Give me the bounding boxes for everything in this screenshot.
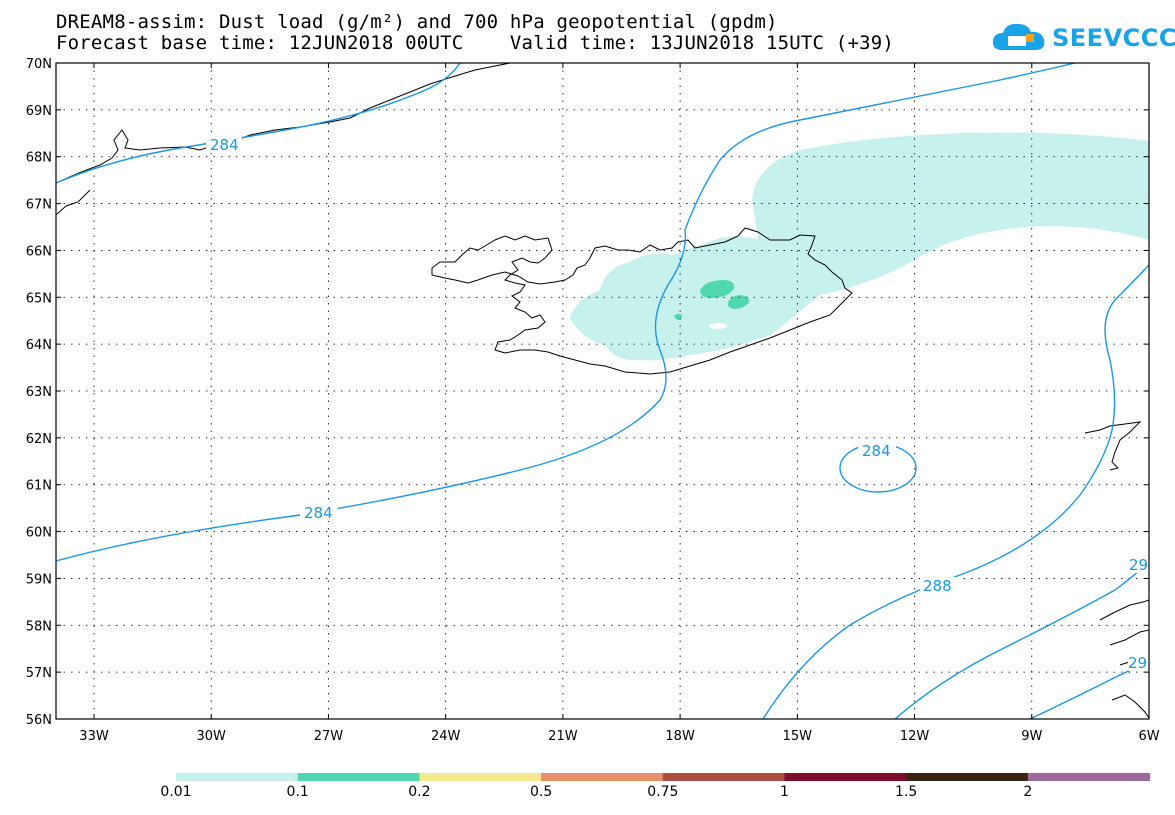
colorbar-swatch <box>906 773 1029 781</box>
lon-label: 18W <box>665 729 695 744</box>
colorbar-swatch <box>541 773 664 781</box>
lon-label: 24W <box>431 729 461 744</box>
contour-label-284-main: 284 <box>304 504 333 522</box>
lon-label: 33W <box>79 729 109 744</box>
map-title-line2: Forecast base time: 12JUN2018 00UTC Vali… <box>56 32 895 54</box>
lon-label: 21W <box>548 729 578 744</box>
colorbar-swatch <box>297 773 420 781</box>
colorbar-label: 0.5 <box>529 784 553 800</box>
lon-label: 9W <box>1021 729 1042 744</box>
colorbar-swatch <box>176 773 299 781</box>
contour-284-main <box>56 63 1076 562</box>
lat-label: 60N <box>26 526 52 541</box>
colorbar-swatch <box>1027 773 1151 781</box>
dust-plume-east <box>752 132 1149 295</box>
lon-label: 6W <box>1138 729 1159 744</box>
colorbar-label: 0.01 <box>160 784 192 800</box>
logo-text: SEEVCCC <box>1052 24 1175 52</box>
cloud-icon <box>992 23 1045 50</box>
contour-label-288: 288 <box>923 577 952 595</box>
lon-label: 15W <box>783 729 813 744</box>
lat-label: 61N <box>26 479 52 494</box>
contour-284-north <box>56 63 461 184</box>
contour-label-284-north: 284 <box>210 136 239 154</box>
colorbar-label: 1 <box>780 784 789 800</box>
contour-label-284-closed: 284 <box>862 442 891 460</box>
colorbar-swatch <box>784 773 907 781</box>
colorbar-label: 0.1 <box>286 784 309 800</box>
iceland-coast <box>431 227 853 375</box>
lat-label: 70N <box>26 57 52 72</box>
dust-medium-patch-2 <box>727 295 750 309</box>
colorbar-swatch <box>662 773 785 781</box>
contour-label-292: 29 <box>1129 556 1148 574</box>
lat-label: 57N <box>26 666 52 681</box>
seevccc-logo: SEEVCCC <box>990 18 1175 58</box>
greenland-coast <box>56 63 511 184</box>
lat-label: 69N <box>26 104 52 119</box>
dust-region-iceland <box>570 236 820 361</box>
lat-label: 64N <box>26 338 52 353</box>
lat-label: 59N <box>26 572 52 587</box>
lat-label: 62N <box>26 432 52 447</box>
contour-label-296: 29 <box>1128 654 1147 672</box>
colorbar <box>176 773 1151 781</box>
lat-label: 63N <box>26 385 52 400</box>
colorbar-label: 2 <box>1023 784 1033 800</box>
lon-label: 27W <box>314 729 344 744</box>
contour-288 <box>762 264 1149 719</box>
lat-label: 68N <box>26 151 52 166</box>
map-title-line1: DREAM8-assim: Dust load (g/m²) and 700 h… <box>56 11 778 33</box>
dust-medium-patch-1 <box>700 280 735 298</box>
faroe-coast <box>1084 421 1142 471</box>
colorbar-label: 1.5 <box>895 784 918 800</box>
scotland-coast <box>1099 599 1149 719</box>
lat-label: 65N <box>26 291 52 306</box>
lat-label: 58N <box>26 619 52 634</box>
lat-label: 66N <box>26 244 52 259</box>
colorbar-label: 0.2 <box>408 784 431 800</box>
lat-label: 67N <box>26 198 52 213</box>
colorbar-label: 0.75 <box>647 784 679 800</box>
lon-label: 12W <box>900 729 930 744</box>
colorbar-swatch <box>419 773 542 781</box>
greenland-coast-south <box>56 189 91 216</box>
contour-292 <box>894 561 1149 719</box>
lat-label: 56N <box>26 713 52 728</box>
lon-label: 30W <box>197 729 227 744</box>
